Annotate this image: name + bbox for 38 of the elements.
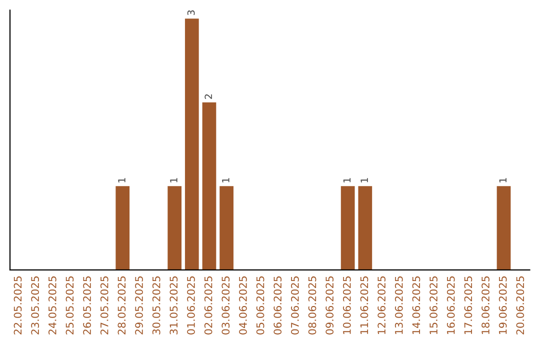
x-tick-label: 04.06.2025: [239, 276, 247, 334]
x-tick-label: 24.05.2025: [48, 276, 56, 334]
x-tick-label: 08.06.2025: [308, 276, 316, 334]
x-tick-label: 13.06.2025: [394, 276, 403, 334]
x-tick-label: 05.06.2025: [256, 276, 264, 334]
x-tick-label: 11.06.2025: [360, 276, 368, 334]
data-label: 1: [222, 178, 230, 182]
x-tick-label: 30.05.2025: [152, 276, 160, 334]
x-tick-label: 23.05.2025: [31, 276, 39, 334]
x-tick-label: 25.05.2025: [66, 276, 74, 334]
x-tick-label: 10.06.2025: [342, 276, 351, 334]
x-tick-label: 19.06.2025: [498, 276, 507, 334]
x-tick-label: 26.05.2025: [83, 276, 91, 334]
data-label: 1: [343, 178, 351, 182]
x-tick-label: 28.05.2025: [118, 276, 126, 334]
x-tick-label: 02.06.2025: [204, 276, 212, 334]
x-tick-label: 01.06.2025: [187, 276, 195, 334]
data-label: 2: [204, 94, 212, 99]
x-tick-label: 20.06.2025: [516, 276, 524, 334]
x-tick-label: 06.06.2025: [274, 276, 282, 334]
data-label: 3: [187, 10, 195, 16]
x-tick-label: 27.05.2025: [100, 276, 108, 334]
data-label: 1: [360, 178, 368, 182]
x-tick-label: 14.06.2025: [412, 276, 420, 334]
x-tick-label: 31.05.2025: [170, 276, 178, 334]
x-tick-label: 22.05.2025: [14, 276, 22, 334]
x-tick-label: 15.06.2025: [430, 276, 438, 334]
x-tick-label: 18.06.2025: [482, 276, 490, 334]
data-label: 1: [118, 178, 126, 182]
data-label: 1: [499, 178, 506, 182]
x-tick-label: 07.06.2025: [290, 276, 299, 334]
x-tick-label: 03.06.2025: [222, 276, 230, 334]
x-tick-label: 09.06.2025: [326, 276, 334, 334]
data-label: 1: [170, 178, 178, 182]
x-tick-label: 12.06.2025: [378, 276, 386, 334]
x-tick-label: 16.06.2025: [446, 276, 455, 334]
x-tick-label: 17.06.2025: [464, 276, 472, 334]
x-tick-label: 29.05.2025: [135, 276, 143, 334]
